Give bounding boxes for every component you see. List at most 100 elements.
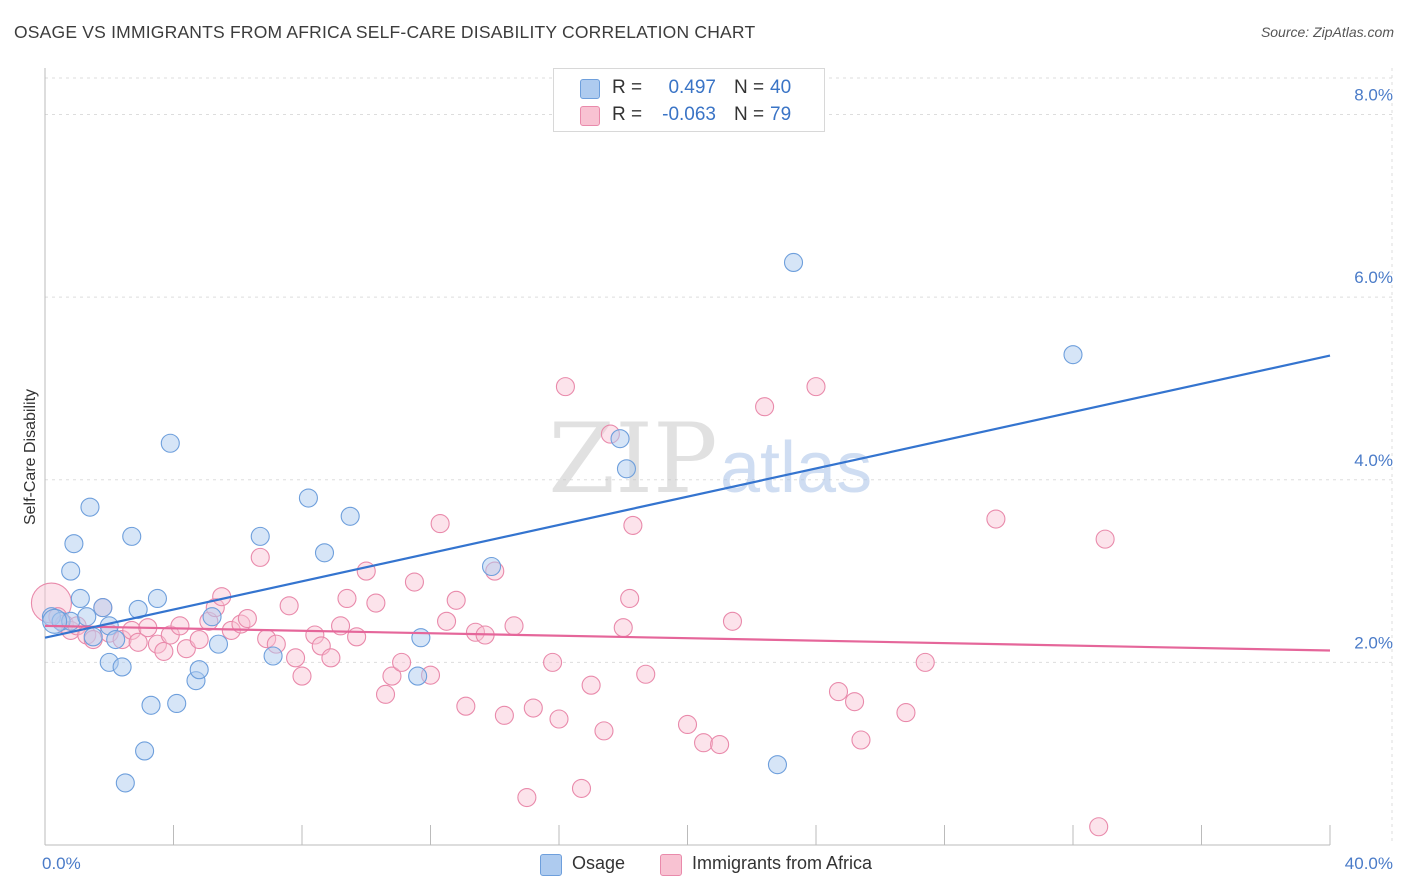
africa-point xyxy=(446,590,466,610)
legend-swatch-africa xyxy=(580,106,600,126)
africa-point xyxy=(366,593,386,613)
y-tick-label: 2.0% xyxy=(1354,633,1393,652)
africa-point xyxy=(337,588,357,609)
africa-point xyxy=(1089,817,1109,837)
x-tick-labels: 0.0% 40.0% xyxy=(42,854,1393,873)
africa-point xyxy=(494,705,514,725)
africa-point xyxy=(122,620,142,640)
africa-point xyxy=(1095,529,1115,549)
y-tick-labels: 2.0% 4.0% 6.0% 8.0% xyxy=(1354,86,1393,653)
africa-point xyxy=(555,377,575,397)
africa-point xyxy=(851,730,871,750)
osage-point xyxy=(616,459,637,479)
osage-point xyxy=(61,561,81,581)
africa-point xyxy=(504,616,524,636)
osage-trend-line xyxy=(44,354,1331,639)
bottom-legend-label-africa: Immigrants from Africa xyxy=(692,853,873,873)
africa-point xyxy=(896,703,916,723)
africa-point xyxy=(154,641,174,661)
osage-point xyxy=(408,666,428,686)
series-osage-points xyxy=(41,252,1083,793)
africa-point xyxy=(806,377,826,397)
y-tick-label: 8.0% xyxy=(1354,86,1393,105)
legend-row-africa: R = -0.063 N = 79 xyxy=(554,102,824,128)
africa-point xyxy=(844,692,865,712)
africa-point xyxy=(189,630,209,650)
bottom-legend-swatch-africa xyxy=(660,854,682,876)
africa-point xyxy=(828,682,849,702)
legend-swatch-osage xyxy=(580,79,600,99)
africa-point xyxy=(523,698,543,718)
legend-r-label: R = xyxy=(612,77,643,98)
africa-point xyxy=(594,721,614,741)
legend-n-label: N = xyxy=(734,104,765,125)
africa-point xyxy=(404,572,424,592)
africa-point xyxy=(437,611,457,631)
osage-point xyxy=(481,556,502,577)
osage-point xyxy=(208,634,229,654)
osage-point xyxy=(340,506,360,526)
africa-point xyxy=(636,664,656,684)
y-tick-label: 6.0% xyxy=(1354,268,1393,287)
osage-point xyxy=(263,646,283,666)
osage-point xyxy=(93,598,113,618)
osage-point xyxy=(42,608,68,634)
legend-n-value: 79 xyxy=(770,104,792,125)
osage-point xyxy=(167,693,187,714)
africa-point xyxy=(722,611,743,631)
osage-point xyxy=(80,497,100,517)
osage-point xyxy=(106,630,126,650)
osage-point xyxy=(189,660,209,680)
africa-point xyxy=(694,733,714,753)
osage-point xyxy=(767,755,788,775)
africa-point xyxy=(620,588,640,609)
africa-point xyxy=(286,648,306,668)
osage-point xyxy=(1063,345,1083,365)
africa-point xyxy=(677,714,698,735)
africa-point xyxy=(292,666,312,686)
africa-point xyxy=(613,618,633,638)
osage-point xyxy=(141,695,161,715)
legend-r-value: 0.497 xyxy=(668,77,716,98)
correlation-legend: R = 0.497 N = 40 R = -0.063 N = 79 xyxy=(553,68,825,132)
x-tick-label: 0.0% xyxy=(42,854,81,873)
africa-point xyxy=(986,509,1006,529)
legend-n-value: 40 xyxy=(770,77,792,98)
africa-point xyxy=(250,547,270,567)
osage-point xyxy=(610,429,630,449)
africa-point xyxy=(543,652,563,672)
africa-point xyxy=(571,778,592,798)
osage-point xyxy=(160,433,180,453)
legend-r-label: R = xyxy=(612,104,643,125)
osage-point xyxy=(83,627,103,647)
africa-point xyxy=(170,616,190,636)
africa-point xyxy=(581,675,601,695)
legend-row-osage: R = 0.497 N = 40 xyxy=(554,75,824,101)
osage-point xyxy=(64,534,84,554)
osage-point xyxy=(135,741,155,761)
africa-point xyxy=(382,666,402,686)
africa-point xyxy=(456,696,476,716)
y-axis-label: Self-Care Disability xyxy=(22,389,39,525)
legend-n-label: N = xyxy=(734,77,765,98)
watermark: ZIP atlas xyxy=(548,403,872,515)
africa-point xyxy=(375,684,396,704)
africa-point xyxy=(430,514,450,534)
africa-point xyxy=(549,709,569,729)
osage-point xyxy=(112,657,132,677)
africa-point xyxy=(347,627,367,647)
africa-point xyxy=(915,652,935,672)
osage-point xyxy=(115,773,135,793)
osage-point xyxy=(128,599,148,619)
africa-trend-line xyxy=(44,624,1331,652)
bottom-legend-swatch-osage xyxy=(540,854,562,876)
osage-point xyxy=(783,252,804,272)
osage-point xyxy=(77,607,97,627)
trend-lines xyxy=(44,354,1331,652)
africa-point xyxy=(128,632,148,652)
bottom-legend-label-osage: Osage xyxy=(572,853,626,873)
africa-point xyxy=(279,596,299,616)
osage-point xyxy=(314,543,335,563)
africa-point xyxy=(623,515,643,535)
